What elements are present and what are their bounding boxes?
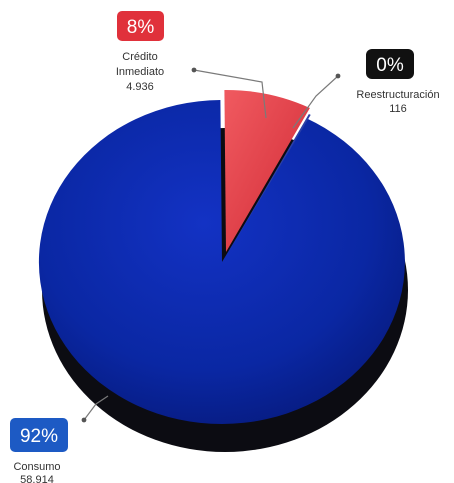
slice-value-reestructuracion: 116 xyxy=(389,103,407,115)
leader-line-credito xyxy=(191,67,267,119)
percent-badge-consumo xyxy=(10,418,68,452)
pie-slice-consumo xyxy=(38,100,405,424)
percent-label-consumo: 92% xyxy=(20,426,58,447)
pie-slice-reestructuracion xyxy=(225,114,311,258)
label-reestructuracion: 0% Reestructuración 116 xyxy=(356,49,440,115)
slice-name-credito-line1: Crédito xyxy=(122,51,157,63)
slice-name-credito-line2: Inmediato xyxy=(116,66,164,78)
label-credito-inmediato: 8% Crédito Inmediato 4.936 xyxy=(116,11,164,93)
percent-label-reestructuracion: 0% xyxy=(376,55,404,76)
slice-value-consumo: 58.914 xyxy=(20,474,54,483)
slice-value-credito: 4.936 xyxy=(126,81,154,93)
percent-badge-reestructuracion xyxy=(366,49,414,79)
pie-slice-credito-inmediato xyxy=(224,89,310,252)
leader-line-reestructuracion xyxy=(292,73,341,129)
percent-label-credito: 8% xyxy=(127,17,155,38)
leader-line-consumo xyxy=(81,395,109,423)
label-consumo: 92% Consumo 58.914 xyxy=(10,418,68,483)
slice-name-reestructuracion: Reestructuración xyxy=(356,89,439,101)
slice-name-consumo: Consumo xyxy=(13,461,60,473)
percent-badge-credito xyxy=(117,11,164,41)
